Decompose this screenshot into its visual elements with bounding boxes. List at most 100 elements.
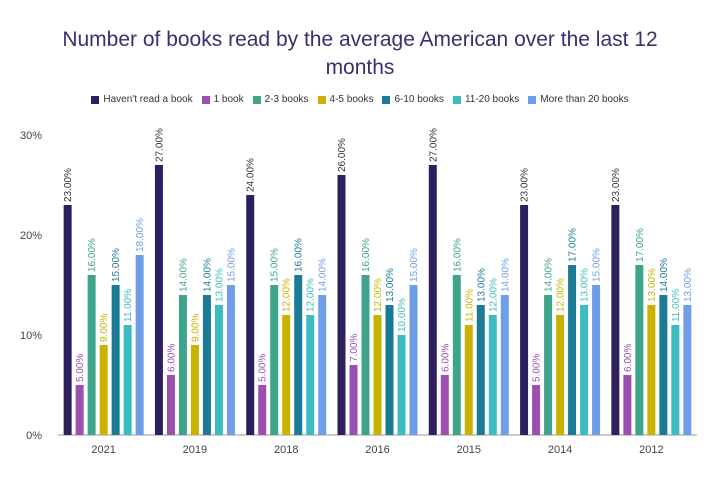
bar bbox=[63, 205, 72, 435]
data-label: 16.00% bbox=[452, 238, 463, 272]
legend-label: 4-5 books bbox=[329, 94, 374, 105]
data-label: 5.00% bbox=[258, 354, 269, 382]
bar bbox=[635, 265, 644, 435]
legend-item: 6-10 books bbox=[382, 94, 444, 106]
bar bbox=[270, 285, 279, 435]
data-label: 12.00% bbox=[306, 278, 317, 312]
bar bbox=[294, 275, 303, 435]
bar bbox=[373, 315, 382, 435]
bar bbox=[75, 385, 84, 435]
data-label: 12.00% bbox=[488, 278, 499, 312]
bar bbox=[556, 315, 565, 435]
x-tick-label: 2019 bbox=[183, 444, 207, 456]
data-label: 15.00% bbox=[111, 248, 122, 282]
bar bbox=[440, 375, 449, 435]
bar bbox=[306, 315, 315, 435]
bar bbox=[544, 295, 553, 435]
data-label: 14.00% bbox=[500, 258, 511, 292]
data-label: 12.00% bbox=[282, 278, 293, 312]
data-label: 11.00% bbox=[123, 289, 134, 322]
bar bbox=[202, 295, 211, 435]
legend-item: Haven't read a book bbox=[91, 94, 193, 106]
data-label: 13.00% bbox=[647, 268, 658, 302]
data-label: 27.00% bbox=[428, 128, 439, 162]
x-tick-label: 2016 bbox=[365, 444, 389, 456]
y-tick-label: 30% bbox=[20, 130, 42, 142]
data-label: 23.00% bbox=[63, 168, 74, 202]
legend-label: 11-20 books bbox=[464, 94, 520, 105]
data-label: 13.00% bbox=[580, 268, 591, 302]
data-label: 18.00% bbox=[135, 218, 146, 252]
bar bbox=[190, 345, 199, 435]
data-label: 5.00% bbox=[532, 354, 543, 382]
data-label: 23.00% bbox=[611, 168, 622, 202]
data-label: 6.00% bbox=[623, 344, 634, 372]
bar bbox=[452, 275, 461, 435]
bar bbox=[500, 295, 509, 435]
bar bbox=[659, 295, 668, 435]
data-label: 24.00% bbox=[246, 158, 257, 192]
data-label: 16.00% bbox=[361, 238, 372, 272]
legend-swatch bbox=[452, 96, 461, 104]
data-label: 14.00% bbox=[202, 258, 213, 292]
bar bbox=[647, 305, 656, 435]
bar bbox=[532, 385, 541, 435]
data-label: 16.00% bbox=[294, 238, 305, 272]
data-label: 15.00% bbox=[270, 248, 281, 282]
y-tick-label: 20% bbox=[20, 230, 42, 242]
data-label: 14.00% bbox=[659, 258, 670, 292]
data-label: 23.00% bbox=[520, 168, 531, 202]
x-tick-label: 2018 bbox=[274, 444, 298, 456]
bar bbox=[592, 285, 601, 435]
legend-swatch bbox=[528, 96, 537, 104]
data-label: 15.00% bbox=[592, 248, 603, 282]
bar bbox=[214, 305, 223, 435]
bar bbox=[464, 325, 473, 435]
legend-label: 6-10 books bbox=[394, 94, 444, 105]
data-label: 13.00% bbox=[476, 268, 487, 302]
x-tick-label: 2015 bbox=[457, 444, 481, 456]
legend-item: 11-20 books bbox=[452, 94, 520, 106]
legend-swatch bbox=[317, 96, 326, 104]
data-label: 14.00% bbox=[544, 258, 555, 292]
bar bbox=[580, 305, 589, 435]
bar bbox=[246, 195, 255, 435]
legend: Haven't read a book 1 book 2-3 books 4-5 bo… bbox=[0, 94, 720, 106]
data-label: 17.00% bbox=[568, 228, 579, 262]
legend-label: 2-3 books bbox=[264, 94, 309, 105]
data-label: 14.00% bbox=[318, 258, 329, 292]
bar bbox=[476, 305, 485, 435]
bar bbox=[361, 275, 370, 435]
bar bbox=[611, 205, 620, 435]
legend-item: 4-5 books bbox=[317, 94, 374, 106]
y-tick-label: 10% bbox=[20, 330, 42, 342]
bar bbox=[671, 325, 680, 435]
bar bbox=[397, 335, 406, 435]
data-label: 13.00% bbox=[385, 268, 396, 302]
bar bbox=[99, 345, 108, 435]
bar bbox=[111, 285, 120, 435]
legend-label: 1 book bbox=[213, 94, 244, 105]
chart-title-line-1: Number of books read by the average Amer… bbox=[62, 28, 658, 51]
legend-item: 2-3 books bbox=[252, 94, 309, 106]
bar bbox=[349, 365, 358, 435]
bar bbox=[488, 315, 497, 435]
legend-swatch bbox=[252, 96, 261, 104]
legend-swatch bbox=[201, 96, 210, 104]
legend-swatch bbox=[91, 96, 100, 104]
bar bbox=[568, 265, 577, 435]
data-label: 16.00% bbox=[87, 238, 98, 272]
legend-label: Haven't read a book bbox=[103, 94, 193, 105]
bar bbox=[87, 275, 96, 435]
bar bbox=[520, 205, 529, 435]
data-label: 15.00% bbox=[409, 248, 420, 282]
data-label: 10.00% bbox=[397, 298, 408, 332]
bar bbox=[135, 255, 144, 435]
bar bbox=[282, 315, 291, 435]
data-label: 9.00% bbox=[99, 314, 110, 342]
data-label: 12.00% bbox=[556, 278, 567, 312]
legend-swatch bbox=[382, 96, 391, 104]
bar bbox=[258, 385, 267, 435]
y-tick-label: 0% bbox=[26, 430, 42, 442]
